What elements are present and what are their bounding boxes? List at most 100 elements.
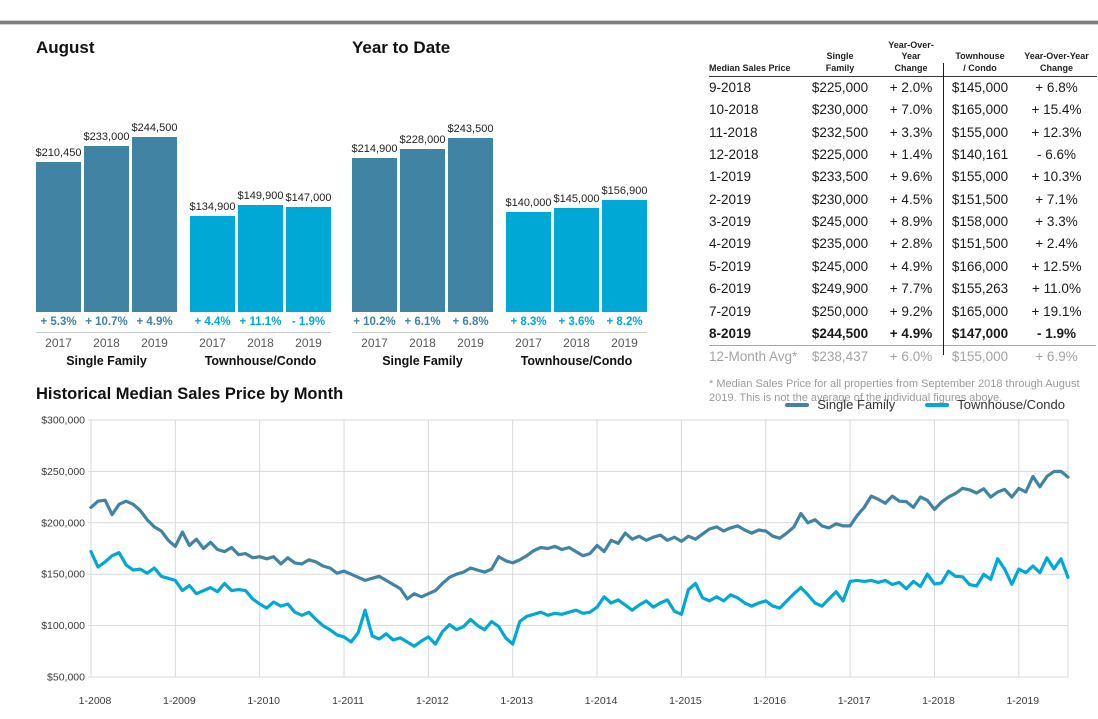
table-cell: + 2.4% bbox=[1035, 236, 1078, 252]
pct-change-label: + 6.1% bbox=[404, 316, 441, 328]
table-cell: $232,500 bbox=[811, 124, 869, 140]
bar-value-label: $244,500 bbox=[131, 122, 178, 134]
table-cell: + 9.2% bbox=[889, 303, 933, 319]
table-header-cell: Year-Over-Year Change bbox=[1024, 51, 1089, 73]
table-cell: $230,000 bbox=[811, 191, 869, 207]
table-cell: 6-2019 bbox=[709, 281, 752, 297]
table-cell: $249,900 bbox=[811, 281, 869, 297]
pct-change-label: + 8.2% bbox=[606, 316, 643, 328]
table-row: 3-2019 $245,000 + 8.9% $158,000 + 3.3% bbox=[709, 211, 1097, 233]
townhouse-condo-line bbox=[89, 550, 1070, 648]
year-label: 2018 bbox=[409, 336, 436, 350]
year-row: 2017 2018 2019 2017 2018 2019 bbox=[36, 336, 336, 350]
year-row: 2017 2018 2019 2017 2018 2019 bbox=[352, 336, 652, 350]
y-axis-tick-label: $100,000 bbox=[41, 620, 85, 632]
table-header-cell: Year-Over-Year Change bbox=[888, 40, 934, 73]
bar: $210,450 bbox=[36, 147, 81, 312]
table-cell: $244,500 bbox=[811, 326, 869, 342]
single-family-line bbox=[89, 469, 1070, 601]
year-label: 2018 bbox=[93, 336, 120, 350]
legend-item: Single Family bbox=[785, 397, 895, 412]
bar: $233,000 bbox=[84, 131, 129, 312]
group-label-row: Single Family Townhouse/Condo bbox=[352, 354, 652, 368]
bar-value-label: $243,500 bbox=[447, 123, 494, 135]
bars-area: $214,900 $228,000 $243,500 $140,000 $145,000… bbox=[352, 112, 652, 312]
table-cell: + 8.9% bbox=[889, 214, 933, 230]
bar: $149,900 bbox=[238, 190, 283, 312]
pct-change-label: + 4.4% bbox=[194, 316, 231, 328]
bar-value-label: $134,900 bbox=[189, 201, 236, 213]
table-cell: + 3.3% bbox=[889, 124, 933, 140]
bar: $147,000 bbox=[286, 192, 331, 312]
bar: $145,000 bbox=[554, 193, 599, 312]
year-label: 2018 bbox=[563, 336, 590, 350]
bar-rect bbox=[238, 205, 283, 312]
bar: $228,000 bbox=[400, 134, 445, 312]
table-header-cell: Median Sales Price bbox=[709, 62, 791, 73]
bar: $243,500 bbox=[448, 123, 493, 312]
table-header-cell: Single Family bbox=[825, 51, 855, 73]
bar-group: $140,000 $145,000 $156,900 bbox=[506, 185, 647, 312]
group-label: Townhouse/Condo bbox=[204, 354, 317, 368]
bar-value-label: $214,900 bbox=[351, 143, 398, 155]
bar: $140,000 bbox=[506, 197, 551, 312]
group-label: Single Family bbox=[382, 354, 463, 368]
x-axis-tick-label: 1-2011 bbox=[332, 695, 364, 707]
table-row: 12-2018 $225,000 + 1.4% $140,161 - 6.6% bbox=[709, 144, 1097, 166]
bar-rect bbox=[190, 216, 235, 312]
table-cell: + 7.7% bbox=[889, 281, 933, 297]
table-cell: 10-2018 bbox=[709, 102, 759, 118]
table-cell: 12-Month Avg* bbox=[709, 345, 801, 367]
pct-change-label: + 11.1% bbox=[239, 316, 282, 328]
bar-group: $134,900 $149,900 $147,000 bbox=[190, 190, 331, 312]
table-cell: + 9.6% bbox=[889, 169, 933, 185]
table-cell: + 19.1% bbox=[1031, 303, 1082, 319]
bar-rect bbox=[84, 146, 129, 312]
bar-value-label: $147,000 bbox=[285, 192, 332, 204]
bar: $244,500 bbox=[132, 122, 177, 312]
table-cell: + 2.0% bbox=[889, 79, 933, 95]
bar-value-label: $233,000 bbox=[83, 131, 130, 143]
bar-value-label: $156,900 bbox=[601, 185, 648, 197]
x-axis-tick-label: 1-2008 bbox=[79, 695, 112, 707]
single-family-legend-swatch bbox=[785, 402, 810, 407]
historical-line-chart: $300,000 $250,000 $200,000 $150,000 $100,000… bbox=[41, 415, 1070, 707]
bar-value-label: $149,900 bbox=[237, 190, 284, 202]
bar-value-label: $228,000 bbox=[399, 134, 446, 146]
bar-rect bbox=[132, 137, 177, 312]
table-cell: $155,000 bbox=[951, 169, 1009, 185]
legend-item: Townhouse/Condo bbox=[925, 397, 1065, 412]
pct-group: + 8.3% + 3.6% + 8.2% bbox=[506, 316, 647, 328]
bar-rect bbox=[506, 212, 551, 312]
table-row: 2-2019 $230,000 + 4.5% $151,500 + 7.1% bbox=[709, 189, 1097, 211]
bar-value-label: $210,450 bbox=[35, 147, 82, 159]
y-axis-tick-label: $50,000 bbox=[47, 672, 85, 684]
table-cell: + 3.3% bbox=[1035, 214, 1078, 230]
table-cell: + 4.5% bbox=[889, 191, 933, 207]
x-axis-tick-label: 1-2010 bbox=[247, 695, 280, 707]
table-row: 11-2018 $232,500 + 3.3% $155,000 + 12.3% bbox=[709, 122, 1097, 144]
table-row: 7-2019 $250,000 + 9.2% $165,000 + 19.1% bbox=[709, 301, 1097, 323]
bar-group: $214,900 $228,000 $243,500 bbox=[351, 123, 493, 312]
bar-rect bbox=[352, 158, 397, 312]
table-cell: $225,000 bbox=[811, 79, 869, 95]
x-axis-tick-label: 1-2017 bbox=[838, 695, 871, 707]
table-row: 1-2019 $233,500 + 9.6% $155,000 + 10.3% bbox=[709, 166, 1097, 188]
year-label: 2017 bbox=[199, 336, 226, 350]
pct-change-label: + 6.8% bbox=[452, 316, 489, 328]
x-axis-tick-label: 1-2013 bbox=[500, 695, 533, 707]
table-cell: $238,437 bbox=[801, 345, 879, 367]
townhouse-condo-legend-swatch bbox=[925, 402, 950, 407]
year-group: 2017 2018 2019 bbox=[352, 336, 493, 350]
x-axis-tick-label: 1-2015 bbox=[669, 695, 702, 707]
table-cell: + 7.0% bbox=[889, 102, 933, 118]
table-cell: 7-2019 bbox=[709, 303, 752, 319]
bar-rect bbox=[448, 138, 493, 312]
y-axis-tick-label: $200,000 bbox=[41, 517, 85, 529]
group-label: Single Family bbox=[66, 354, 147, 368]
pct-change-label: + 10.7% bbox=[85, 316, 128, 328]
table-cell: + 6.9% bbox=[1017, 345, 1096, 367]
table-header-row: Median Sales Price Single Family Year-Over… bbox=[709, 40, 1097, 77]
table-row: 8-2019 $244,500 + 4.9% $147,000 - 1.9% bbox=[709, 323, 1097, 345]
year-label: 2019 bbox=[457, 336, 484, 350]
